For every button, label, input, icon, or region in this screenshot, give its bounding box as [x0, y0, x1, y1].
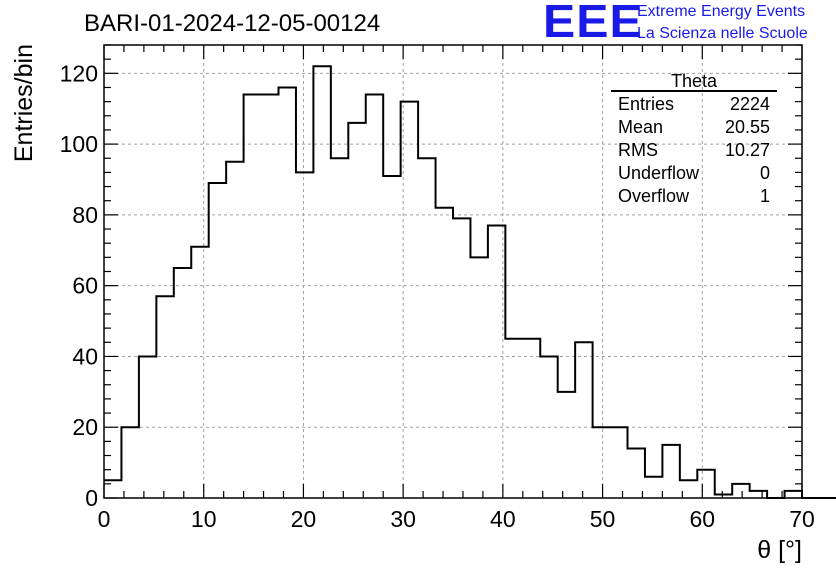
histogram-bin [209, 183, 226, 498]
y-tick-label: 60 [72, 273, 98, 299]
histogram-bin [645, 477, 662, 498]
histogram-bin [191, 247, 208, 498]
stats-row-value: 10.27 [725, 140, 770, 160]
histogram-bin [139, 356, 156, 498]
histogram-bin [593, 427, 610, 498]
histogram-bin [348, 123, 365, 498]
histogram-bin [628, 448, 645, 498]
histogram-bin [436, 208, 453, 498]
logo-tagline-1: Extreme Energy Events [637, 3, 806, 20]
histogram-bin [383, 176, 400, 498]
x-tick-label: 70 [789, 506, 815, 532]
histogram-bin [104, 480, 121, 498]
x-tick-label: 10 [191, 506, 217, 532]
histogram-bin [279, 87, 296, 498]
histogram-bin [313, 66, 330, 498]
histogram-bin [697, 470, 714, 498]
stats-row-label: Overflow [618, 186, 690, 206]
y-tick-label: 40 [72, 343, 98, 369]
histogram-bin [470, 257, 487, 498]
x-tick-label: 0 [98, 506, 111, 532]
x-tick-label: 30 [390, 506, 416, 532]
histogram-bin [261, 95, 278, 498]
eee-logo: EEE [543, 0, 643, 47]
stats-row-value: 1 [760, 186, 770, 206]
histogram-bin [418, 158, 435, 498]
histogram-bin [488, 225, 505, 498]
x-axis-label: θ [°] [757, 536, 802, 564]
x-tick-label: 50 [590, 506, 616, 532]
histogram-bin [732, 484, 749, 498]
histogram-bin [331, 158, 348, 498]
stats-row-label: Mean [618, 117, 663, 137]
histogram-bin [558, 392, 575, 498]
stats-row-value: 0 [760, 163, 770, 183]
y-tick-label: 20 [72, 414, 98, 440]
y-tick-label: 120 [60, 60, 98, 86]
stats-title: Theta [671, 71, 718, 91]
histogram-bin [523, 339, 540, 498]
histogram-bin [610, 427, 627, 498]
stats-row-label: Entries [618, 94, 674, 114]
logo-tagline-2: La Scienza nelle Scuole [637, 25, 808, 42]
x-tick-label: 60 [689, 506, 715, 532]
stats-row-label: RMS [618, 140, 658, 160]
stats-row-label: Underflow [618, 163, 700, 183]
stats-box: Theta Entries 2224 Mean 20.55 RMS 10.27 Underfl… [611, 71, 777, 206]
histogram-bin [540, 356, 557, 498]
y-tick-label: 0 [85, 485, 98, 511]
histogram-bin [785, 491, 802, 498]
histogram-bin [505, 339, 522, 498]
histogram-bins [104, 66, 802, 498]
histogram-series [104, 65, 836, 499]
histogram-bin [366, 95, 383, 498]
stats-row-value: 2224 [730, 94, 770, 114]
x-tick-label: 40 [490, 506, 516, 532]
histogram-bin [401, 102, 418, 498]
histogram-bin [662, 445, 679, 498]
run-title: BARI-01-2024-12-05-00124 [84, 10, 381, 37]
stats-row-value: 20.55 [725, 117, 770, 137]
x-tick-label: 20 [291, 506, 317, 532]
histogram-bin [296, 172, 313, 498]
histogram-bin [453, 218, 470, 498]
y-axis-label: Entries/bin [10, 44, 38, 162]
histogram-bin [174, 268, 191, 498]
histogram-bin [156, 296, 173, 498]
y-tick-label: 80 [72, 202, 98, 228]
histogram-bin [244, 95, 261, 498]
histogram-bin [226, 162, 243, 498]
histogram-bin [750, 491, 767, 498]
histogram-bin [575, 342, 592, 498]
y-tick-label: 100 [60, 131, 98, 157]
histogram-bin [121, 427, 138, 498]
